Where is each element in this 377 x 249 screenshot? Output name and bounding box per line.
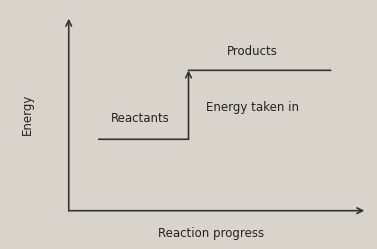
Text: Energy: Energy — [21, 94, 34, 135]
Text: Products: Products — [227, 45, 277, 58]
Text: Energy taken in: Energy taken in — [205, 101, 299, 114]
Text: Reaction progress: Reaction progress — [158, 227, 264, 240]
Text: Reactants: Reactants — [110, 112, 169, 124]
